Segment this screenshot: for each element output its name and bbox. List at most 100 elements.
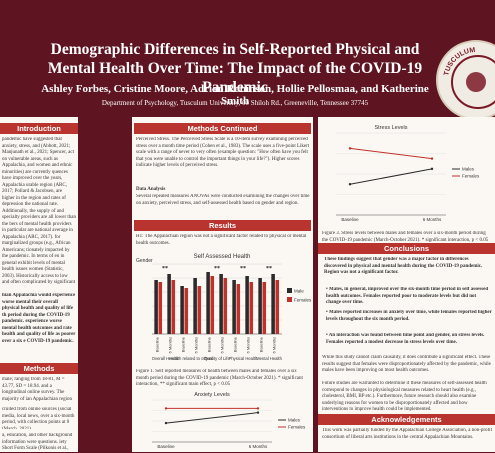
chart1-legend-label: Females (294, 298, 312, 303)
seal-inner-ring (451, 55, 495, 109)
chart2-point-females (256, 407, 260, 410)
chart1-legend-label: Male (294, 289, 304, 294)
chart1-group-label: Overall Health (152, 356, 179, 361)
introduction-header: Introduction (0, 123, 78, 134)
data-analysis-title: Data Analysis (136, 187, 166, 192)
chart1-bar-females (184, 288, 189, 334)
chart1-bar-male (180, 286, 184, 334)
chart1-legend-swatch (287, 297, 292, 302)
chart2-tick-label: 6 Months (249, 444, 268, 449)
methods-header: Methods (0, 363, 78, 374)
conclusion-bullet-2: • Males reported increases in anxiety ov… (326, 310, 492, 322)
chart1-ylabel: Gender (136, 258, 153, 264)
chart1-bar-females (197, 286, 202, 334)
chart3-line-males (349, 168, 433, 185)
chart1-title: Self Assessed Health (194, 254, 251, 260)
chart1-bar-females (223, 278, 228, 334)
chart3-point-males (348, 183, 352, 186)
self-assessed-health-chart: Self Assessed Health Gender Baseline 6 Mont… (136, 254, 312, 361)
chart1-bar-females (249, 282, 254, 334)
chart1-tick-label: 6 Months (272, 337, 277, 353)
poster-authors: Ashley Forbes, Cristine Moore, Adrian Ro… (41, 83, 429, 107)
methods-continued-text: Perceived Stress. The Perceived Stress S… (136, 137, 310, 168)
chart1-significance-marker: ** (266, 266, 272, 272)
chart3-point-females (430, 157, 434, 160)
chart1-tick-label: 6 Months (246, 337, 251, 353)
chart1-bar-male (167, 274, 171, 334)
chart1-bar-male (154, 280, 158, 334)
figure3-caption: Figure 3. Stress levels between males an… (322, 231, 489, 243)
chart1-bar-females (236, 284, 241, 334)
chart1-tick-label: 6 Months (168, 337, 173, 353)
chart1-bar-male (193, 278, 197, 334)
chart2-line-males (165, 412, 259, 424)
chart3-point-females (348, 147, 352, 150)
svg-text:TUSCULUM: TUSCULUM (443, 47, 476, 77)
chart1-bar-male (245, 276, 249, 334)
data-analysis-text: Several repeated measures ANOVAs were co… (136, 194, 310, 206)
conclusion-bullet-3-text: An interaction was found between time po… (326, 333, 485, 345)
chart2-point-females (164, 407, 168, 410)
chart1-bar-male (219, 274, 223, 334)
chart1-tick-label: 6 Months (194, 337, 199, 353)
methods-text-2: cruited from online sources (social medi… (2, 407, 75, 429)
chart3-line-females (349, 147, 433, 160)
acknowledgements-header: Acknowledgements (318, 414, 495, 425)
chart1-bar-females (158, 282, 163, 334)
chart1-bar-females (171, 280, 176, 334)
chart1-significance-marker: ** (240, 266, 246, 272)
results-header: Results (134, 220, 311, 231)
right-column: Stress Levels Baseline 6 Months Males Female… (318, 117, 495, 452)
stress-levels-chart: Stress Levels Baseline 6 Months Males Female… (336, 125, 480, 222)
left-column: Introduction pandemic have suggested tha… (0, 117, 78, 453)
chart1-group-label: Physical Health (229, 356, 259, 361)
chart1-bar-male (206, 272, 210, 334)
chart2-legend-label: Females (288, 425, 306, 430)
conclusion-bullet-1-text: Males, in general, improved over the six… (326, 287, 489, 305)
chart1-tick-label: Baseline (259, 336, 264, 352)
chart1-tick-label: Baseline (233, 336, 238, 352)
future-research-text: Future studies are warranted to determin… (322, 381, 487, 412)
acknowledgements-text: This work was partially funded by the Ap… (322, 428, 492, 440)
conclusion-bullet-1: • Males, in general, improved over the s… (326, 287, 489, 305)
chart3-legend-label: Males (462, 167, 475, 172)
chart1-bar-females (210, 276, 215, 334)
poster-title: Demographic Differences in Self-Reported… (47, 41, 423, 96)
chart1-tick-label: 6 Months (220, 337, 225, 353)
discussion-text: While this study cannot claim causality,… (322, 355, 491, 373)
methods-text: male; ranging from 18-81, M = 43.77, SD … (2, 377, 72, 402)
seal-lettering-icon: TUSCULUM (443, 47, 486, 92)
conclusion-bullet-2-text: Males reported increases in anxiety over… (326, 310, 492, 322)
chart1-bar-females (275, 280, 280, 334)
chart1-legend-swatch (287, 288, 292, 293)
chart1-bar-male (232, 280, 236, 334)
conclusions-header: Conclusions (318, 243, 495, 254)
chart1-group-label: Health related to others (169, 356, 213, 361)
chart3-tick-label: 6 Months (423, 217, 442, 222)
conclusions-intro: These findings suggest that gender was a… (324, 257, 483, 275)
introduction-text: pandemic have suggested that anxiety, st… (2, 137, 76, 287)
chart1-significance-marker: ** (162, 266, 168, 272)
chart2-tick-label: Baseline (157, 444, 175, 449)
chart2-point-males (256, 411, 260, 414)
methods-text-3: a, education, and other background infor… (2, 433, 73, 453)
hypotheses-text: hian Appalachia would experience worse m… (2, 293, 76, 344)
conclusion-bullet-3: • An interaction was found between time … (326, 333, 485, 345)
chart1-bar-male (271, 274, 275, 334)
methods-continued-header: Methods Continued (134, 123, 311, 134)
chart3-title: Stress Levels (374, 125, 407, 131)
chart1-significance-marker: ** (214, 266, 220, 272)
results-text: H1: The Appalachian region was not a sig… (136, 234, 307, 246)
chart2-legend-label: Males (288, 418, 301, 423)
chart1-bar-females (262, 282, 267, 334)
university-seal-icon: TUSCULUM (436, 40, 495, 120)
chart3-legend-label: Females (462, 174, 480, 179)
chart2-title: Anxiety Levels (194, 392, 230, 398)
figure1-caption: Figure 1. Self reported measures of heal… (136, 369, 303, 387)
middle-column: Methods Continued Perceived Stress. The … (132, 117, 313, 452)
chart1-tick-label: Baseline (155, 336, 160, 352)
chart2-point-males (164, 421, 168, 425)
chart3-tick-label: Baseline (341, 217, 359, 222)
anxiety-levels-chart: Anxiety Levels Baseline 6 Months Males Femal… (152, 392, 306, 449)
